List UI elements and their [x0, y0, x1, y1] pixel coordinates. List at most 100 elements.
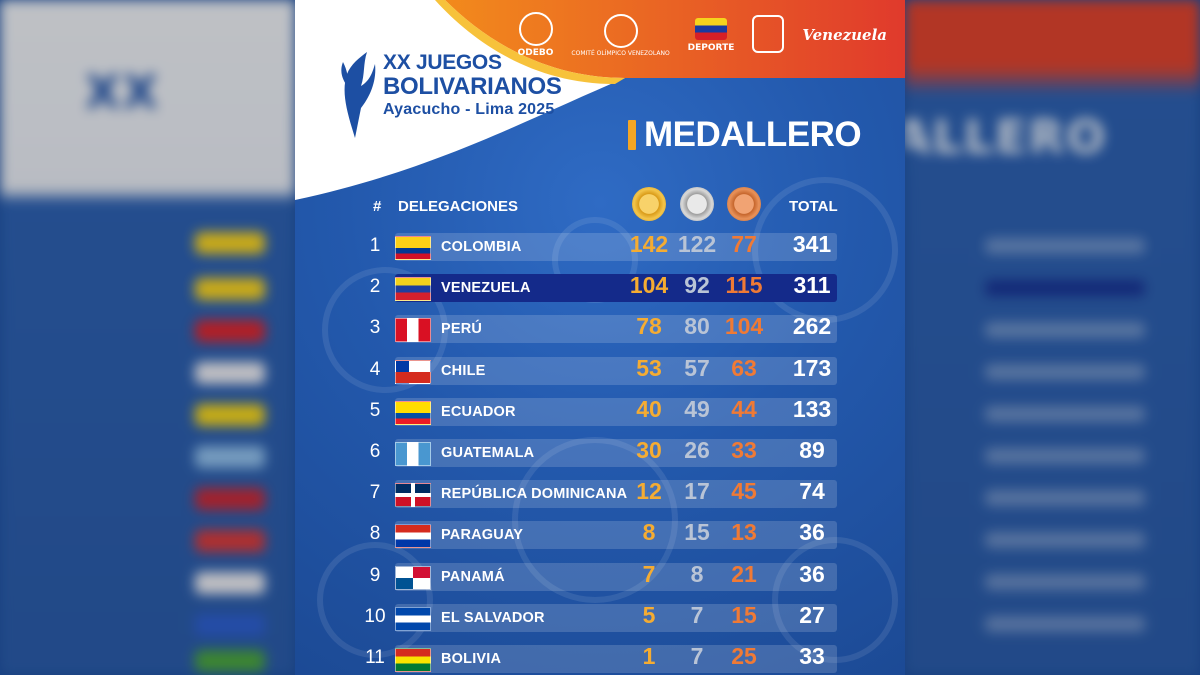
- blurred-row: [985, 616, 1145, 632]
- bronze-count: 33: [731, 437, 757, 463]
- row-background: [395, 233, 837, 261]
- table-row: 1 COLOMBIA 142 122 77 341: [295, 228, 905, 266]
- row-background: [395, 315, 837, 344]
- medal-table: 1 COLOMBIA 142 122 77 341 2 VENEZUELA 104 92 115 31…: [295, 0, 905, 675]
- el-salvador-flag-icon: [395, 606, 431, 631]
- bolivia-flag-icon: [395, 648, 431, 672]
- blurred-flag: [195, 446, 265, 468]
- sponsor-logos: ODEBO COMITÉ OLÍMPICO VENEZOLANO DEPORTE…: [518, 12, 887, 58]
- bronze-count: 21: [731, 560, 757, 587]
- ecuador-flag-icon: [395, 400, 431, 425]
- blurred-logo: XX: [85, 65, 160, 119]
- row-background: [395, 521, 837, 550]
- blurred-flag: [195, 362, 265, 384]
- delegation-name: PARAGUAY: [441, 527, 524, 544]
- table-row: 7 REPÚBLICA DOMINICANA 12 17 45 74: [295, 475, 905, 513]
- delegation-name: CHILE: [441, 362, 486, 379]
- gold-count: 78: [636, 313, 662, 340]
- blurred-flag: [195, 530, 265, 552]
- peru-flag-icon: [395, 318, 431, 343]
- silver-count: 49: [684, 395, 710, 422]
- silver-count: 92: [684, 272, 710, 299]
- row-background: [395, 397, 837, 426]
- delegation-name: PANAMÁ: [441, 568, 505, 585]
- blurred-flag: [195, 650, 265, 672]
- paraguay-flag-icon: [395, 524, 431, 549]
- table-row: 8 PARAGUAY 8 15 13 36: [295, 516, 905, 554]
- right-shade: [905, 0, 1200, 675]
- olympic-rings-icon: [603, 13, 638, 48]
- silver-count: 15: [684, 519, 710, 546]
- deporte-logo: DEPORTE: [688, 17, 734, 53]
- odebo-emblem-icon: [518, 12, 553, 46]
- bronze-count: 15: [731, 601, 757, 628]
- blurred-row: [985, 532, 1145, 548]
- total-count: 341: [792, 231, 832, 257]
- delegation-column-header: DELEGACIONES: [398, 198, 519, 215]
- guatemala-flag-icon: [395, 442, 431, 466]
- bronze-count: 104: [724, 313, 764, 340]
- total-count: 27: [799, 601, 825, 628]
- blurred-flag: [195, 320, 265, 342]
- blurred-row: [985, 448, 1145, 464]
- total-count: 36: [799, 560, 825, 587]
- bronze-count: 13: [731, 519, 757, 546]
- coc-logo: COMITÉ OLÍMPICO VENEZOLANO: [571, 13, 670, 57]
- blurred-row: [985, 574, 1145, 590]
- gold-count: 40: [636, 395, 662, 422]
- row-rank: 11: [365, 647, 385, 668]
- table-row: 11 BOLIVIA 1 7 25 33: [295, 640, 905, 675]
- total-count: 133: [792, 395, 832, 422]
- row-rank: 10: [364, 605, 386, 627]
- gold-count: 8: [642, 519, 656, 546]
- delegation-name: ECUADOR: [441, 403, 516, 420]
- row-background: [395, 274, 837, 303]
- row-rank: 9: [369, 564, 381, 586]
- bronze-count: 77: [731, 231, 757, 257]
- delegation-name: COLOMBIA: [441, 239, 522, 255]
- row-background: [395, 645, 837, 673]
- gold-count: 12: [636, 478, 662, 505]
- blurred-row: [985, 490, 1145, 506]
- blurred-background-left: XX: [0, 0, 295, 675]
- row-rank: 2: [369, 276, 381, 298]
- blurred-title: ALLERO: [905, 110, 1108, 164]
- odebo-label: ODEBO: [517, 48, 554, 58]
- total-count: 33: [799, 643, 825, 669]
- blurred-row: [985, 238, 1145, 254]
- table-row: 10 EL SALVADOR 5 7 15 27: [295, 599, 905, 637]
- delegation-name: PERÚ: [441, 321, 483, 338]
- gold-count: 7: [642, 560, 656, 587]
- gold-count: 142: [629, 231, 669, 257]
- gold-medal-icon: [632, 187, 666, 221]
- total-column-header: TOTAL: [789, 198, 838, 215]
- table-row: 3 PERÚ 78 80 104 262: [295, 310, 905, 348]
- silver-count: 7: [690, 643, 704, 669]
- delegation-name: REPÚBLICA DOMINICANA: [441, 486, 628, 503]
- blurred-row: [985, 364, 1145, 380]
- blurred-flag: [195, 404, 265, 426]
- row-rank: 6: [369, 441, 381, 462]
- row-rank: 7: [369, 482, 381, 504]
- gold-count: 53: [636, 354, 662, 381]
- delegation-name: GUATEMALA: [441, 445, 535, 461]
- bronze-count: 45: [731, 478, 757, 505]
- ministry-logo: [752, 15, 785, 55]
- rank-column-header: #: [373, 198, 382, 215]
- page-title: MEDALLERO: [628, 115, 862, 155]
- total-count: 262: [792, 313, 832, 340]
- total-count: 89: [799, 437, 825, 463]
- delegation-name: EL SALVADOR: [441, 609, 545, 626]
- table-row: 9 PANAMÁ 7 8 21 36: [295, 558, 905, 596]
- total-count: 173: [792, 354, 832, 381]
- title-text: MEDALLERO: [644, 115, 862, 154]
- brand-line-2: BOLIVARIANOS: [383, 73, 562, 100]
- blurred-flag: [195, 614, 265, 636]
- venezuela-flag-icon: [395, 277, 431, 302]
- bronze-count: 44: [731, 395, 757, 422]
- odebo-logo: ODEBO: [517, 12, 554, 58]
- row-rank: 3: [369, 317, 381, 339]
- silver-count: 8: [690, 560, 704, 587]
- blurred-flag: [195, 278, 265, 300]
- venezuela-brand-logo: Venezuela: [802, 26, 887, 44]
